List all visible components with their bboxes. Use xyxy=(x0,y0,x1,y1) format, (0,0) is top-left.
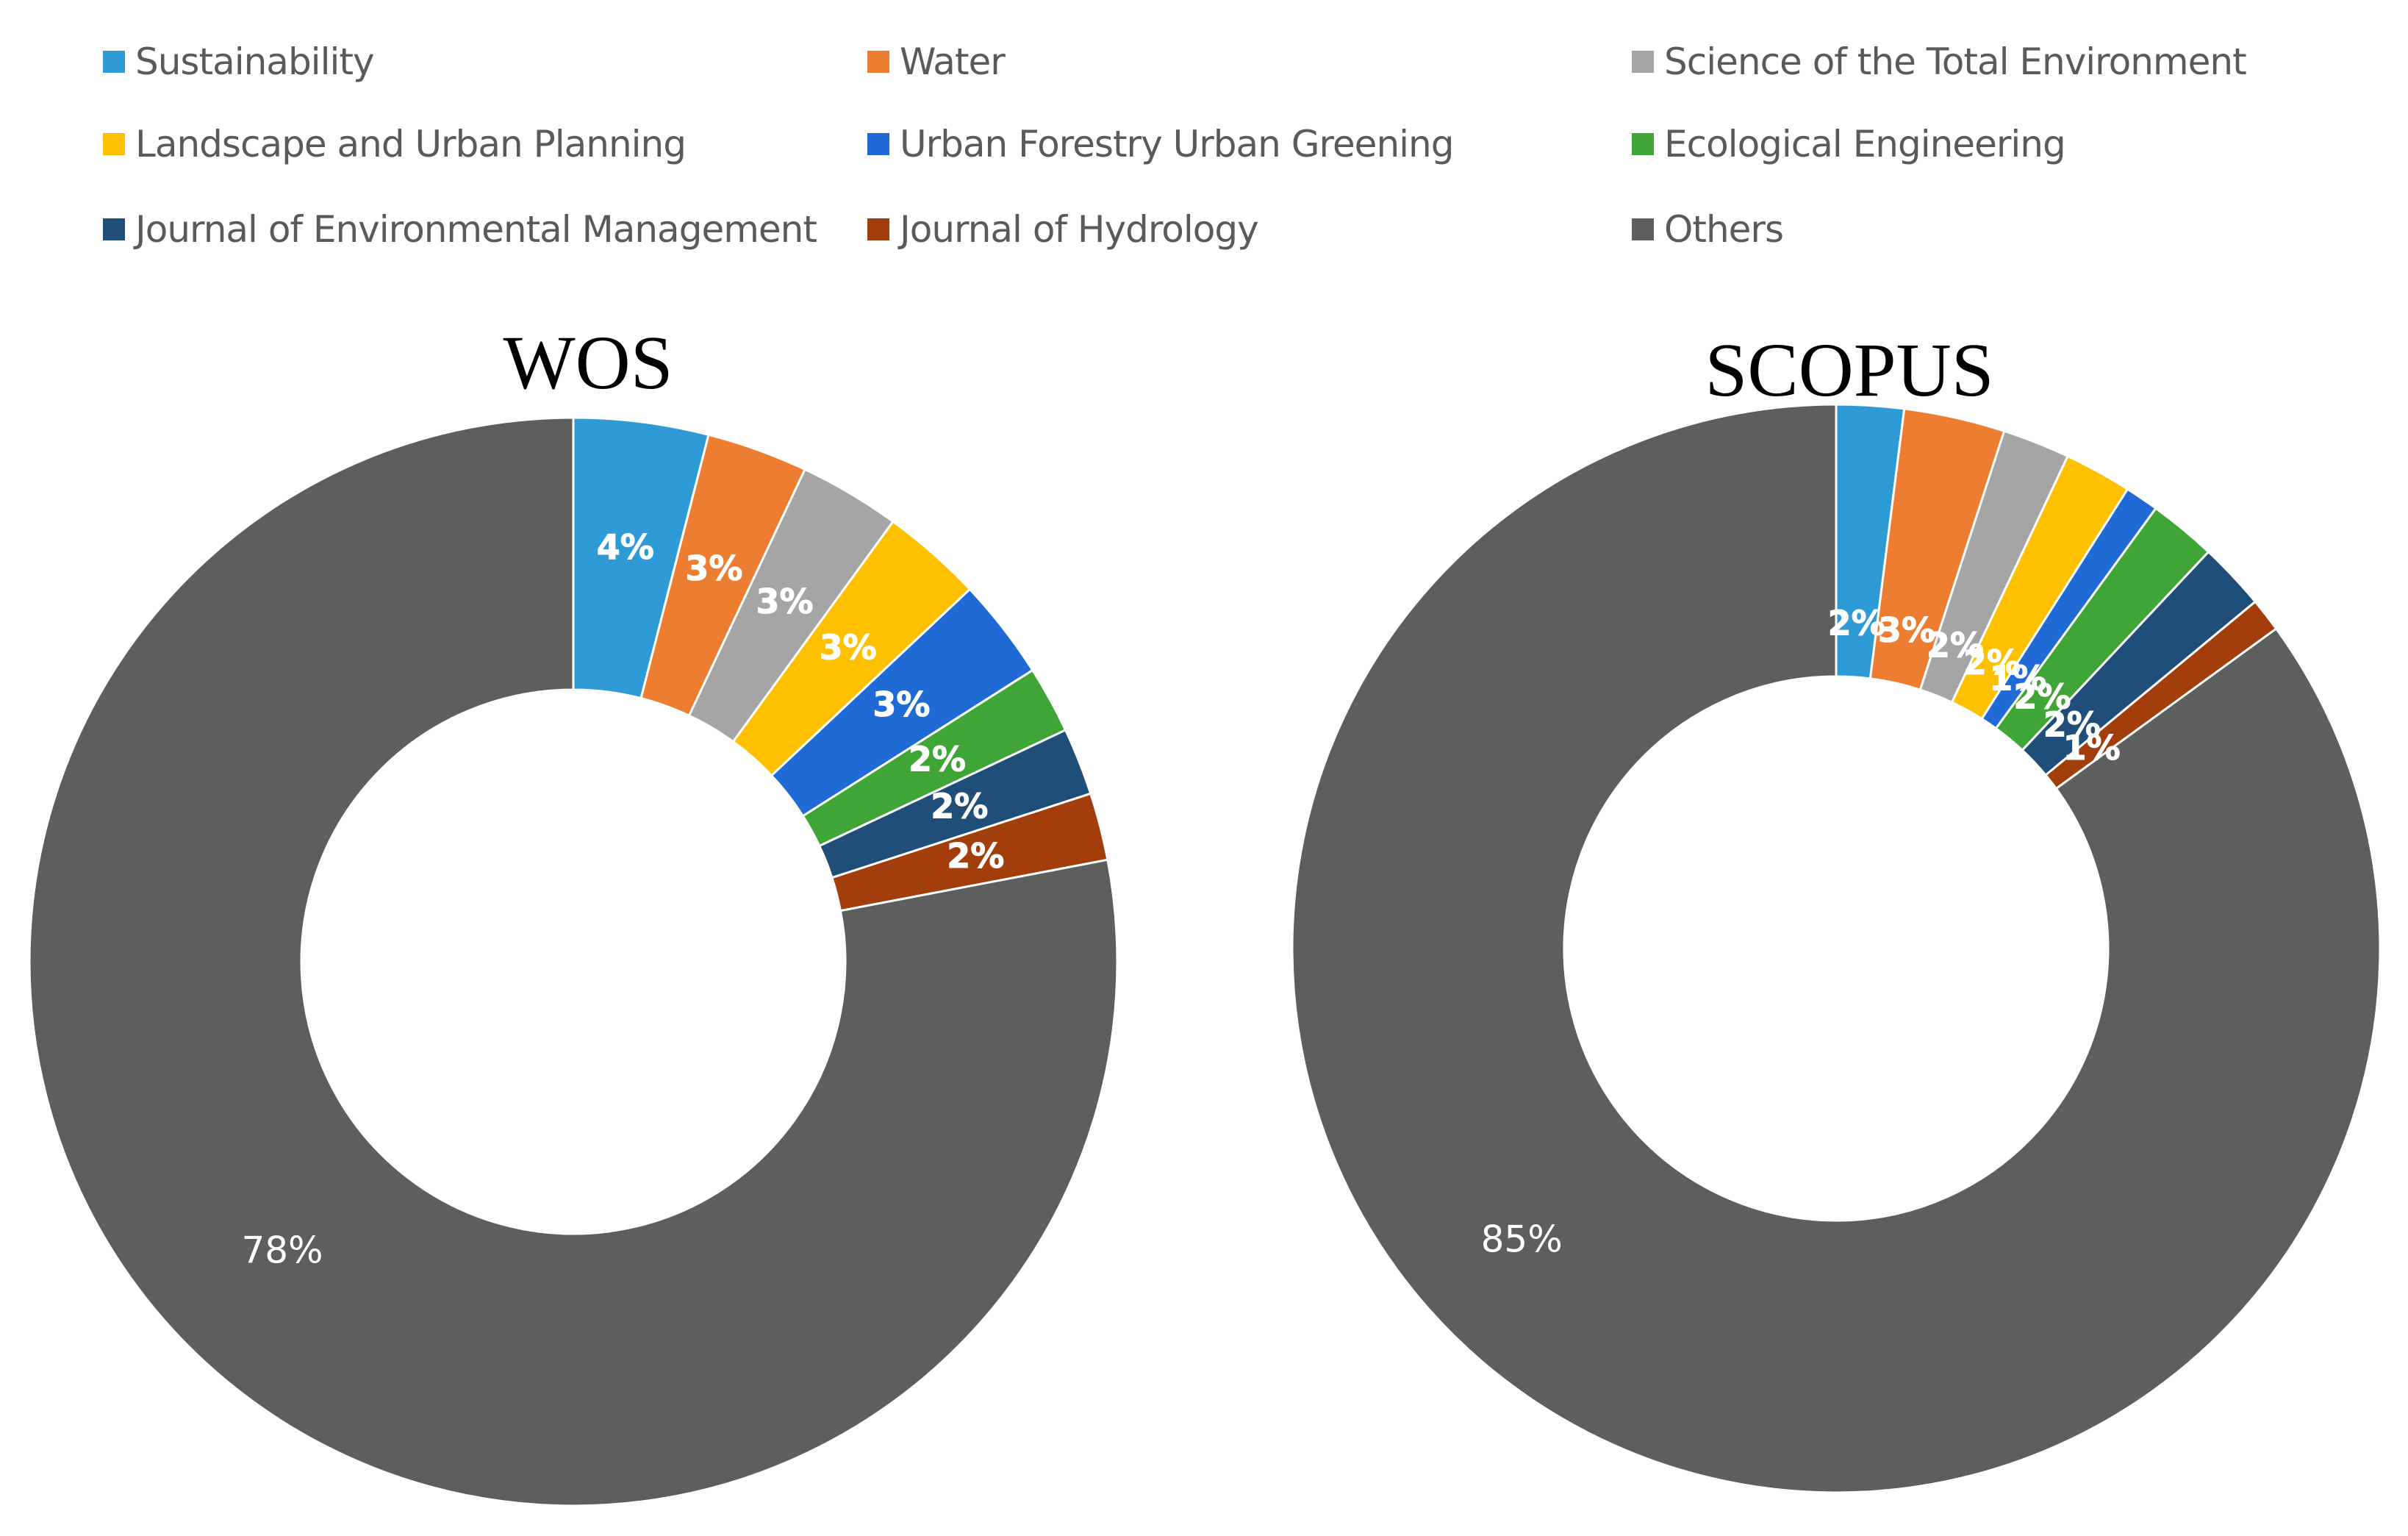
legend-swatch-others xyxy=(1632,218,1654,240)
legend-item-science-total-environment: Science of the Total Environment xyxy=(1632,32,2247,91)
legend-label-journal-environmental-management: Journal of Environmental Management xyxy=(135,208,817,251)
wos-label-journal-of-hydrology: 2% xyxy=(947,836,1004,876)
legend-label-ecological-engineering: Ecological Engineering xyxy=(1664,123,2066,165)
wos-label-urban-forestry-urban-greening: 3% xyxy=(872,685,930,724)
legend-label-water: Water xyxy=(900,40,1006,83)
scopus-label-water: 3% xyxy=(1878,610,1935,650)
scopus-slices xyxy=(1291,403,2382,1494)
scopus-label-sustainability: 2% xyxy=(1828,603,1885,643)
legend-label-sustainability: Sustainability xyxy=(135,40,375,83)
legend-item-landscape-urban-planning: Landscape and Urban Planning xyxy=(103,115,687,174)
legend-label-urban-forestry-urban-greening: Urban Forestry Urban Greening xyxy=(900,123,1454,165)
wos-label-sustainability: 4% xyxy=(597,527,654,567)
scopus-label-journal-of-environmental-management: 2% xyxy=(2043,704,2101,744)
legend-item-water: Water xyxy=(867,32,1006,91)
legend-item-sustainability: Sustainability xyxy=(103,32,375,91)
scopus-slice-labels: 2%3%2%2%1%2%2%1%85% xyxy=(1481,603,2121,1261)
wos-label-ecological-engineering: 2% xyxy=(909,739,966,779)
legend-label-others: Others xyxy=(1664,208,1784,251)
legend-item-ecological-engineering: Ecological Engineering xyxy=(1632,115,2066,174)
scopus-label-science-of-the-total-environment: 2% xyxy=(1927,625,1984,665)
legend-swatch-water xyxy=(867,51,889,73)
wos-label-journal-of-environmental-management: 2% xyxy=(931,787,988,826)
scopus-label-ecological-engineering: 2% xyxy=(2013,676,2071,716)
legend-swatch-ecological-engineering xyxy=(1632,133,1654,155)
wos-slice-others xyxy=(28,416,1119,1507)
legend-swatch-urban-forestry-urban-greening xyxy=(867,133,889,155)
legend-swatch-science-total-environment xyxy=(1632,51,1654,73)
legend: Sustainability Water Science of the Tota… xyxy=(0,0,2408,265)
scopus-label-urban-forestry-urban-greening: 1% xyxy=(1989,659,2046,699)
legend-item-journal-hydrology: Journal of Hydrology xyxy=(867,200,1259,259)
wos-label-water: 3% xyxy=(685,549,742,588)
wos-chart-title: WOS xyxy=(503,321,673,405)
wos-slices xyxy=(28,416,1119,1507)
legend-swatch-sustainability xyxy=(103,51,125,73)
legend-swatch-journal-environmental-management xyxy=(103,218,125,240)
legend-label-journal-hydrology: Journal of Hydrology xyxy=(900,208,1259,251)
wos-label-landscape-and-urban-planning: 3% xyxy=(820,628,877,668)
legend-swatch-landscape-urban-planning xyxy=(103,133,125,155)
scopus-chart-title: SCOPUS xyxy=(1705,328,1993,412)
scopus-slice-others xyxy=(1291,403,2382,1494)
wos-label-others: 78% xyxy=(241,1229,323,1271)
scopus-label-landscape-and-urban-planning: 2% xyxy=(1963,643,2021,682)
scopus-doughnut-chart: SCOPUS 2%3%2%2%1%2%2%1%85% xyxy=(1291,328,2382,1494)
scopus-label-journal-of-hydrology: 1% xyxy=(2063,728,2121,768)
legend-label-landscape-urban-planning: Landscape and Urban Planning xyxy=(135,123,687,165)
legend-item-urban-forestry-urban-greening: Urban Forestry Urban Greening xyxy=(867,115,1454,174)
legend-item-others: Others xyxy=(1632,200,1784,259)
legend-item-journal-environmental-management: Journal of Environmental Management xyxy=(103,200,817,259)
legend-swatch-journal-hydrology xyxy=(867,218,889,240)
legend-label-science-total-environment: Science of the Total Environment xyxy=(1664,40,2247,83)
wos-label-science-of-the-total-environment: 3% xyxy=(756,582,814,621)
scopus-label-others: 85% xyxy=(1481,1218,1563,1260)
wos-slice-labels: 4%3%3%3%3%2%2%2%78% xyxy=(241,526,1004,1271)
wos-doughnut-chart: WOS 4%3%3%3%3%2%2%2%78% xyxy=(28,321,1119,1507)
